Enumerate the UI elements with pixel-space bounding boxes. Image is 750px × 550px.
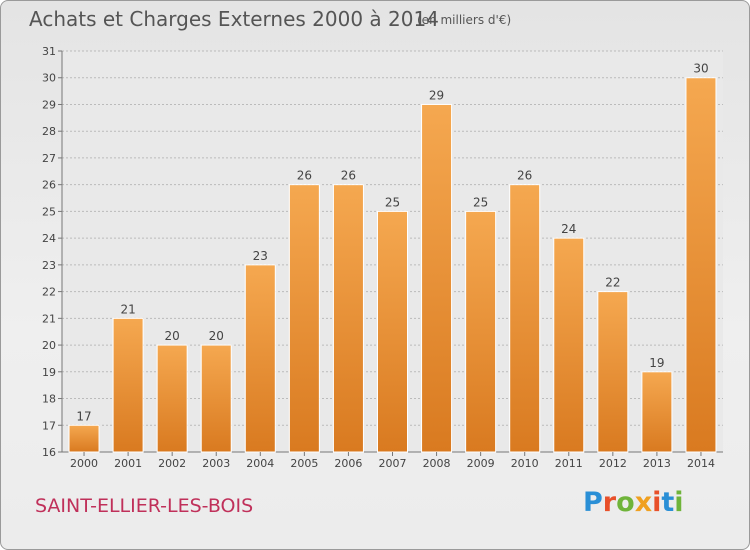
data-label: 20 <box>165 329 180 343</box>
chart-title: Achats et Charges Externes 2000 à 2014 <box>29 7 439 31</box>
bar <box>332 184 364 453</box>
x-tick-label: 2007 <box>379 457 407 470</box>
x-tick-label: 2012 <box>599 457 627 470</box>
y-tick-label: 21 <box>42 312 56 325</box>
logo-letter: i <box>652 487 662 518</box>
y-tick-label: 30 <box>42 72 56 85</box>
data-label: 22 <box>605 276 620 290</box>
bar <box>377 210 408 453</box>
y-tick-label: 19 <box>42 366 56 379</box>
bar <box>465 210 497 453</box>
x-tick-label: 2006 <box>334 457 362 470</box>
bar <box>509 184 541 453</box>
x-tick-label: 2014 <box>687 457 715 470</box>
y-tick-label: 27 <box>42 152 56 165</box>
logo-letter: o <box>616 487 635 518</box>
bar <box>244 264 276 453</box>
data-label: 29 <box>429 88 444 102</box>
logo-letters: Proxiti <box>583 487 684 518</box>
logo-letter: r <box>602 487 617 518</box>
y-tick-label: 23 <box>42 259 56 272</box>
data-label: 17 <box>76 409 91 423</box>
bar <box>112 317 144 453</box>
bar <box>553 237 585 453</box>
x-tick-label: 2005 <box>290 457 318 470</box>
y-tick-label: 25 <box>42 205 56 218</box>
data-label: 19 <box>649 356 664 370</box>
y-tick-label: 24 <box>42 232 56 245</box>
y-tick-label: 28 <box>42 125 56 138</box>
data-label: 25 <box>385 195 400 209</box>
y-tick-label: 18 <box>42 393 56 406</box>
x-tick-label: 2010 <box>511 457 539 470</box>
data-label: 25 <box>473 195 488 209</box>
location-name: SAINT-ELLIER-LES-BOIS <box>35 495 254 517</box>
x-tick-label: 2013 <box>643 457 671 470</box>
bar <box>68 424 100 453</box>
bar <box>641 371 673 453</box>
y-tick-label: 26 <box>42 179 56 192</box>
bar <box>685 77 717 453</box>
data-label: 26 <box>297 169 312 183</box>
x-tick-label: 2003 <box>202 457 230 470</box>
data-label: 23 <box>253 249 268 263</box>
data-label: 26 <box>517 169 532 183</box>
x-tick-label: 2000 <box>70 457 98 470</box>
y-tick-label: 20 <box>42 339 56 352</box>
y-tick-label: 29 <box>42 98 56 111</box>
y-tick-label: 16 <box>42 446 56 459</box>
bar <box>288 184 320 453</box>
y-tick-label: 31 <box>42 45 56 58</box>
bar <box>597 291 629 453</box>
bar <box>200 344 232 453</box>
data-label: 21 <box>120 302 135 316</box>
logo-letter: P <box>583 487 603 518</box>
x-tick-label: 2002 <box>158 457 186 470</box>
logo-letter: x <box>634 487 653 518</box>
x-tick-label: 2008 <box>423 457 451 470</box>
proxiti-logo[interactable]: Proxiti <box>583 487 684 518</box>
data-label: 26 <box>341 169 356 183</box>
data-label: 30 <box>693 62 708 76</box>
x-tick-label: 2009 <box>467 457 495 470</box>
bar <box>421 103 453 453</box>
x-tick-label: 2011 <box>555 457 583 470</box>
chart-subtitle: (en milliers d'€) <box>417 13 512 27</box>
x-tick-label: 2001 <box>114 457 142 470</box>
logo-letter: i <box>674 487 684 518</box>
data-label: 24 <box>561 222 576 236</box>
x-tick-label: 2004 <box>246 457 274 470</box>
y-tick-label: 17 <box>42 419 56 432</box>
y-tick-label: 22 <box>42 286 56 299</box>
bar <box>156 344 188 453</box>
data-label: 20 <box>209 329 224 343</box>
logo-letter: t <box>661 487 675 518</box>
